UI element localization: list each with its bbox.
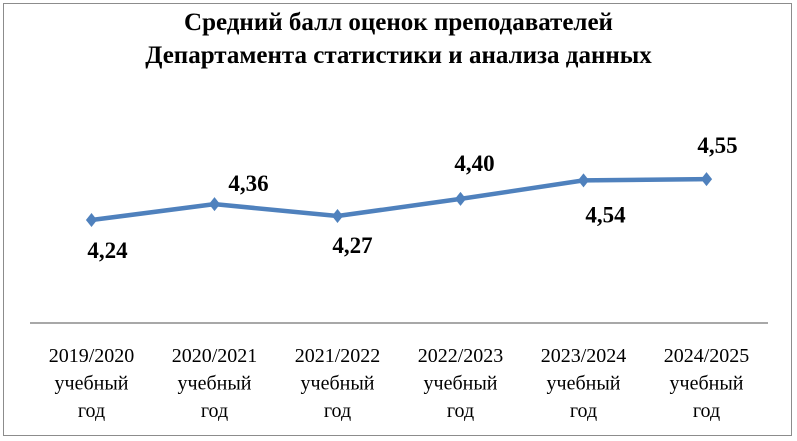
x-tick-label: учебный bbox=[178, 373, 252, 395]
x-tick-label: учебный bbox=[301, 373, 375, 395]
data-point-marker bbox=[85, 213, 98, 227]
x-tick-label: год bbox=[570, 400, 597, 422]
data-label: 4,27 bbox=[332, 233, 372, 258]
chart-title-line-2: Департамента статистики и анализа данных bbox=[145, 42, 652, 69]
data-label: 4,54 bbox=[585, 202, 626, 227]
data-label: 4,55 bbox=[697, 133, 737, 158]
data-point-marker bbox=[331, 209, 344, 224]
x-tick-label: год bbox=[201, 400, 228, 422]
x-tick-label: 2022/2023 bbox=[418, 345, 504, 367]
x-tick-label: учебный bbox=[547, 373, 621, 395]
data-label: 4,40 bbox=[454, 151, 494, 176]
x-tick-label: 2021/2022 bbox=[295, 345, 381, 367]
series-line bbox=[91, 176, 707, 223]
x-tick-label: 2020/2021 bbox=[172, 345, 258, 367]
data-point-marker bbox=[577, 173, 590, 188]
x-tick-label: учебный bbox=[55, 373, 129, 395]
chart-title-line-1: Средний балл оценок преподавателей bbox=[184, 9, 613, 36]
data-label: 4,36 bbox=[228, 171, 268, 196]
x-tick-label: год bbox=[447, 400, 474, 422]
x-tick-label: 2019/2020 bbox=[49, 345, 135, 367]
data-point-marker bbox=[208, 197, 221, 212]
x-tick-label: год bbox=[693, 400, 720, 422]
x-tick-label: учебный bbox=[670, 373, 744, 395]
x-tick-label: 2023/2024 bbox=[541, 345, 627, 367]
x-tick-label: 2024/2025 bbox=[664, 345, 750, 367]
chart-frame bbox=[3, 3, 792, 436]
x-tick-label: год bbox=[324, 400, 351, 422]
data-point-marker bbox=[700, 172, 713, 187]
chart-title: Средний балл оценок преподавателей Депар… bbox=[0, 6, 797, 72]
data-label: 4,24 bbox=[87, 238, 128, 263]
x-tick-label: учебный bbox=[424, 373, 498, 395]
x-tick-label: год bbox=[78, 400, 105, 422]
data-point-marker bbox=[454, 191, 467, 206]
